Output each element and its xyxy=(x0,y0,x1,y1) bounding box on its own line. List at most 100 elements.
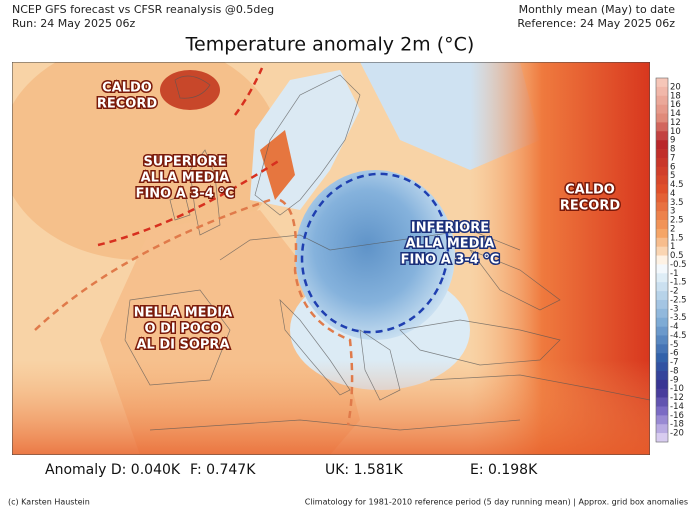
colorbar-label: -6 xyxy=(670,349,678,359)
colorbar-segment xyxy=(656,255,668,265)
colorbar-label: 18 xyxy=(670,91,681,101)
colorbar-label: 8 xyxy=(670,145,675,155)
colorbar-segment xyxy=(656,406,668,416)
colorbar-segment xyxy=(656,424,668,434)
colorbar-segment xyxy=(656,86,668,97)
cold-anomaly xyxy=(295,170,455,340)
annotation-text: RECORD xyxy=(97,97,157,112)
colorbar-segment xyxy=(656,308,668,319)
colorbar-label: 5 xyxy=(670,171,675,181)
colorbar-label: -5 xyxy=(670,340,678,350)
colorbar-label: -10 xyxy=(670,384,684,394)
colorbar-segment xyxy=(656,353,668,363)
south-heat xyxy=(12,360,650,455)
annotation-text: RECORD xyxy=(560,199,620,214)
colorbar-segment xyxy=(656,264,668,274)
colorbar-segment xyxy=(656,140,668,150)
colorbar-segment xyxy=(656,299,668,310)
annotation-text: INFERIORE xyxy=(411,221,489,236)
stats: Anomaly D: 0.040K F: 0.747K UK: 1.581K E: 0… xyxy=(45,462,538,478)
colorbar-segment xyxy=(656,273,668,283)
header-text: Monthly mean (May) to date xyxy=(519,3,676,16)
colorbar-segment xyxy=(656,184,668,194)
coastlines xyxy=(124,74,650,431)
colorbar-label: 3.5 xyxy=(670,198,684,208)
colorbar-label: -8 xyxy=(670,366,678,376)
colorbar-label: -4 xyxy=(670,322,678,332)
colorbar-label: 20 xyxy=(670,82,681,92)
dashed-line xyxy=(97,158,281,247)
colorbar-label: -4.5 xyxy=(670,331,687,341)
colorbar-label: 2 xyxy=(670,224,675,234)
colorbar-segment xyxy=(656,78,668,88)
dashed-line xyxy=(279,198,354,426)
colorbar-segment xyxy=(656,175,668,185)
header-text: Run: 24 May 2025 06z xyxy=(12,17,136,30)
colorbar-segment xyxy=(656,202,668,212)
header-text: Reference: 24 May 2025 06z xyxy=(517,17,675,30)
dashed-line xyxy=(34,198,271,331)
colorbar-segment xyxy=(656,131,668,141)
colorbar-label: 10 xyxy=(670,127,681,137)
colorbar-segment xyxy=(656,95,668,105)
colorbar-segment xyxy=(656,344,668,354)
footer-text: Climatology for 1981-2010 reference peri… xyxy=(305,498,688,507)
annotation-text: O DI POCO xyxy=(145,322,222,337)
map-title: Temperature anomaly 2m (°C) xyxy=(185,34,475,56)
footer-text: (c) Karsten Haustein xyxy=(8,498,90,507)
colorbar-segment xyxy=(656,291,668,301)
colorbar-label: -16 xyxy=(670,411,684,421)
colorbar-segment xyxy=(656,237,668,247)
colorbar-label: 7 xyxy=(670,153,675,163)
colorbar-label: -18 xyxy=(670,420,684,430)
colorbar-segment xyxy=(656,157,668,168)
colorbar-label: -1.5 xyxy=(670,278,687,288)
colorbar-label: -2.5 xyxy=(670,295,687,305)
dashed-line xyxy=(233,67,264,116)
annotation-text: SUPERIORE xyxy=(143,155,226,170)
colorbar-label: 14 xyxy=(670,109,681,119)
map xyxy=(12,62,650,455)
colorbar-segment xyxy=(656,228,668,239)
colorbar-label: 16 xyxy=(670,100,681,110)
colorbar-segment xyxy=(656,282,668,292)
colorbar-label: -7 xyxy=(670,358,678,368)
colorbar-label: 6 xyxy=(670,162,675,172)
colorbar-label: 12 xyxy=(670,118,681,128)
colorbar-label: -9 xyxy=(670,375,678,385)
colorbar-label: -2 xyxy=(670,287,678,297)
colorbar-label: -12 xyxy=(670,393,684,403)
colorbar-segment xyxy=(656,388,668,398)
colorbar-label: -1 xyxy=(670,269,678,279)
colorbar-label: 1.5 xyxy=(670,233,684,243)
stat-text: F: 0.747K xyxy=(190,462,256,478)
annotation-text: FINO A 3-4 °C xyxy=(136,187,235,202)
colorbar-segment xyxy=(656,149,668,159)
warm-area xyxy=(12,62,280,260)
colorbar-segment xyxy=(656,122,668,132)
colorbar-label: -0.5 xyxy=(670,260,687,270)
colorbar-label: 1 xyxy=(670,242,675,252)
annotation-text: ALLA MEDIA xyxy=(141,171,230,186)
colorbar-segment xyxy=(656,379,668,390)
colorbar-label: 2.5 xyxy=(670,216,684,226)
colorbar-label: 0.5 xyxy=(670,251,684,261)
colorbar-segment xyxy=(656,220,668,230)
contours xyxy=(34,67,450,426)
annotation-text: ALLA MEDIA xyxy=(406,237,495,252)
colorbar-segment xyxy=(656,335,668,345)
colorbar-segment xyxy=(656,362,668,372)
colorbar-frame xyxy=(655,77,669,443)
colorbar-segment xyxy=(656,370,668,381)
colorbar-segment xyxy=(656,104,668,114)
colorbar-segment xyxy=(656,113,668,123)
norway-coast xyxy=(260,130,295,200)
annotation-text: NELLA MEDIA xyxy=(134,306,232,321)
colorbar-label: 4 xyxy=(670,189,675,199)
colorbar-segment xyxy=(656,317,668,327)
colorbar-label: -3.5 xyxy=(670,313,687,323)
colorbar-segment xyxy=(656,211,668,221)
colorbar-segment xyxy=(656,415,668,425)
